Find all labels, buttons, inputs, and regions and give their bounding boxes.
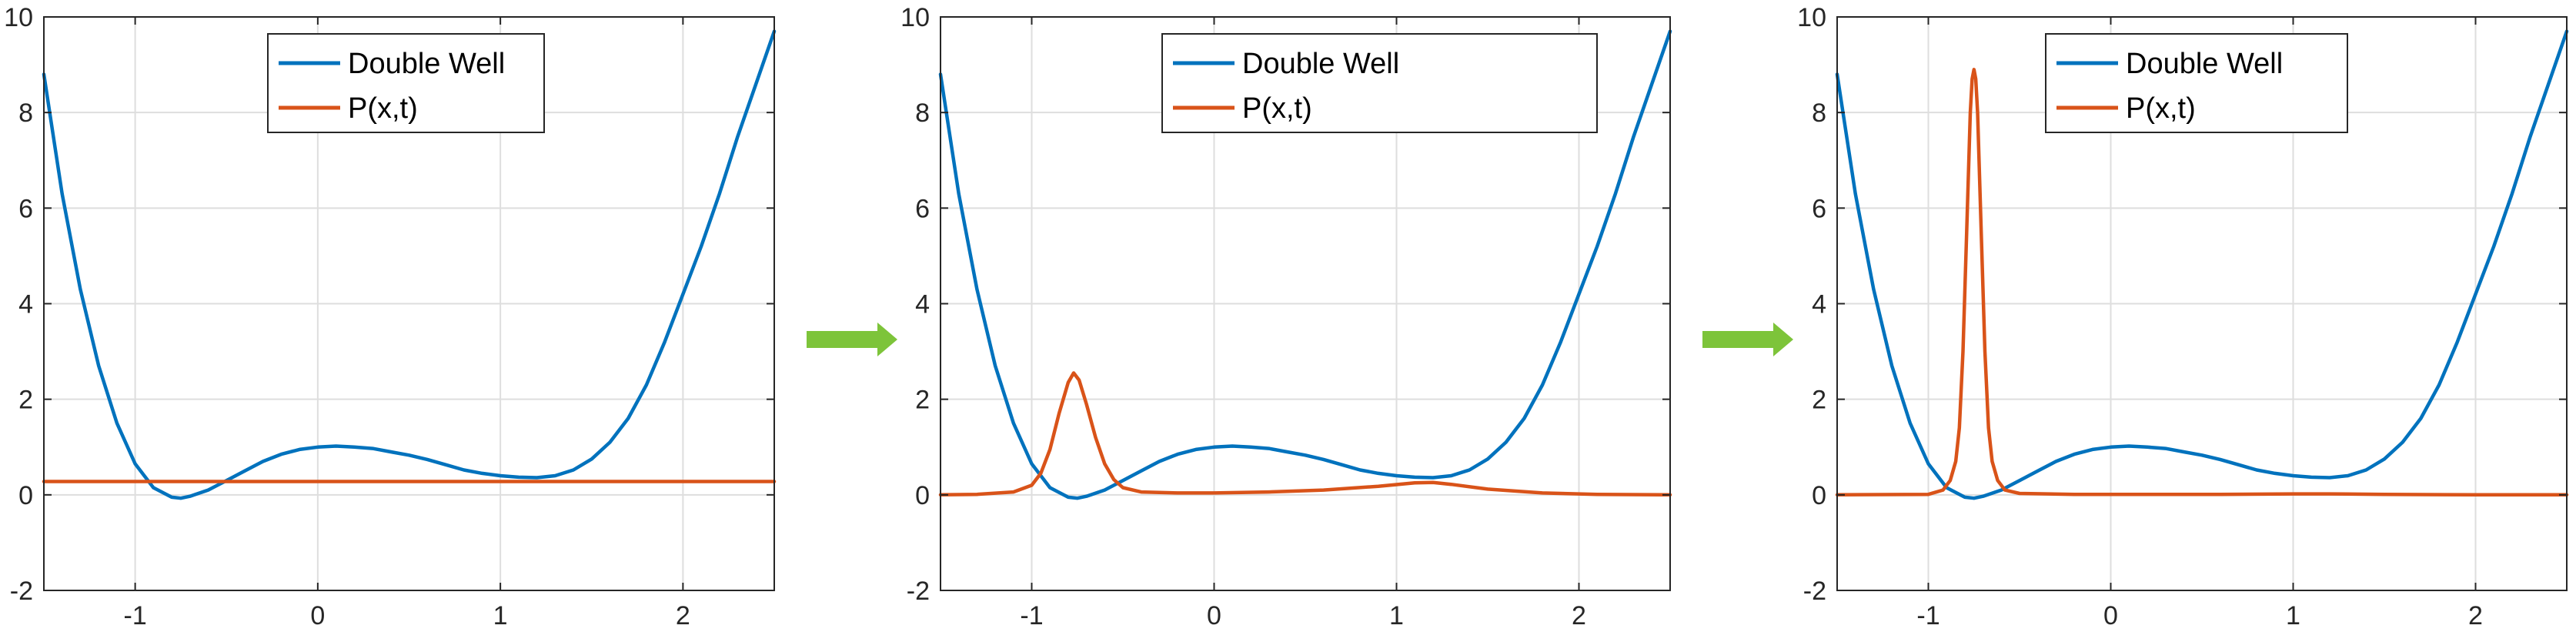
y-tick-label: 6 [915,194,930,223]
legend: Double Well P(x,t) [1161,33,1598,133]
arrow-shaft [807,331,884,348]
arrow-icon [807,323,897,356]
legend-label-probability: P(x,t) [1242,92,1312,125]
legend-label-probability: P(x,t) [2126,92,2196,125]
legend-label-double-well: Double Well [1242,48,1399,80]
y-tick-label: 2 [915,386,930,415]
legend-label-probability: P(x,t) [348,92,418,125]
y-tick-label: 10 [4,3,33,32]
series-layer [938,29,1672,500]
y-tick-label: 6 [1812,194,1826,223]
legend-label-double-well: Double Well [2126,48,2283,80]
legend-box [267,33,545,133]
y-tick-label: 6 [18,194,33,223]
y-tick-label: 8 [18,99,33,128]
y-tick-label: 2 [1812,386,1826,415]
x-tick-label: 2 [2468,601,2483,630]
x-tick-label: 1 [493,601,508,630]
axes-frame [940,16,1671,591]
x-tick-label: 0 [310,601,325,630]
series-line-probability [1835,68,2569,497]
y-tick-label: 8 [1812,99,1826,128]
y-tick-label: 2 [18,386,33,415]
y-tick-label: 10 [1797,3,1826,32]
arrow-shaft [1702,331,1779,348]
series-line-double-well [938,29,1672,500]
legend-box [2045,33,2348,133]
x-tick-label: 0 [2103,601,2118,630]
arrow-head [1773,323,1793,356]
x-tick-label: -1 [124,601,147,630]
plot-panel-3: -1 0 1 2 -2 0 2 4 6 8 10 Double Well P(x,t) [1797,3,2569,630]
x-tick-label: 2 [676,601,690,630]
y-tick-label: 0 [18,481,33,510]
legend: Double Well P(x,t) [2045,33,2348,133]
x-tick-label: 1 [1389,601,1404,630]
y-tick-label: 0 [915,481,930,510]
tick-labels: -1 0 1 2 -2 0 2 4 6 8 10 [4,3,690,630]
series-line-double-well [42,29,777,500]
y-tick-label: 10 [900,3,930,32]
legend-box [1161,33,1598,133]
x-tick-label: -1 [1020,601,1043,630]
x-tick-label: 1 [2286,601,2300,630]
tick-labels: -1 0 1 2 -2 0 2 4 6 8 10 [900,3,1586,630]
tick-labels: -1 0 1 2 -2 0 2 4 6 8 10 [1797,3,2483,630]
legend-label-double-well: Double Well [348,48,505,80]
series-line-double-well [1835,29,2569,500]
axes-frame [43,16,775,591]
x-tick-label: -1 [1916,601,1940,630]
y-tick-label: 4 [1812,290,1826,319]
plot-panel-1: -1 0 1 2 -2 0 2 4 6 8 10 Double Well P(x,t) [4,3,777,630]
x-tick-label: 2 [1572,601,1586,630]
series-layer [42,29,777,500]
legend: Double Well P(x,t) [267,33,545,133]
arrow-icon [1702,323,1793,356]
y-tick-label: 4 [915,290,930,319]
series-line-probability [938,371,1672,497]
y-tick-label: -2 [907,577,930,606]
y-tick-label: -2 [10,577,33,606]
y-tick-label: 8 [915,99,930,128]
x-tick-label: 0 [1207,601,1221,630]
y-tick-label: -2 [1803,577,1826,606]
y-tick-label: 0 [1812,481,1826,510]
arrow-head [877,323,897,356]
series-layer [1835,29,2569,500]
y-tick-label: 4 [18,290,33,319]
axes-frame [1836,16,2568,591]
plot-panel-2: -1 0 1 2 -2 0 2 4 6 8 10 Double Well P(x,t) [900,3,1672,630]
